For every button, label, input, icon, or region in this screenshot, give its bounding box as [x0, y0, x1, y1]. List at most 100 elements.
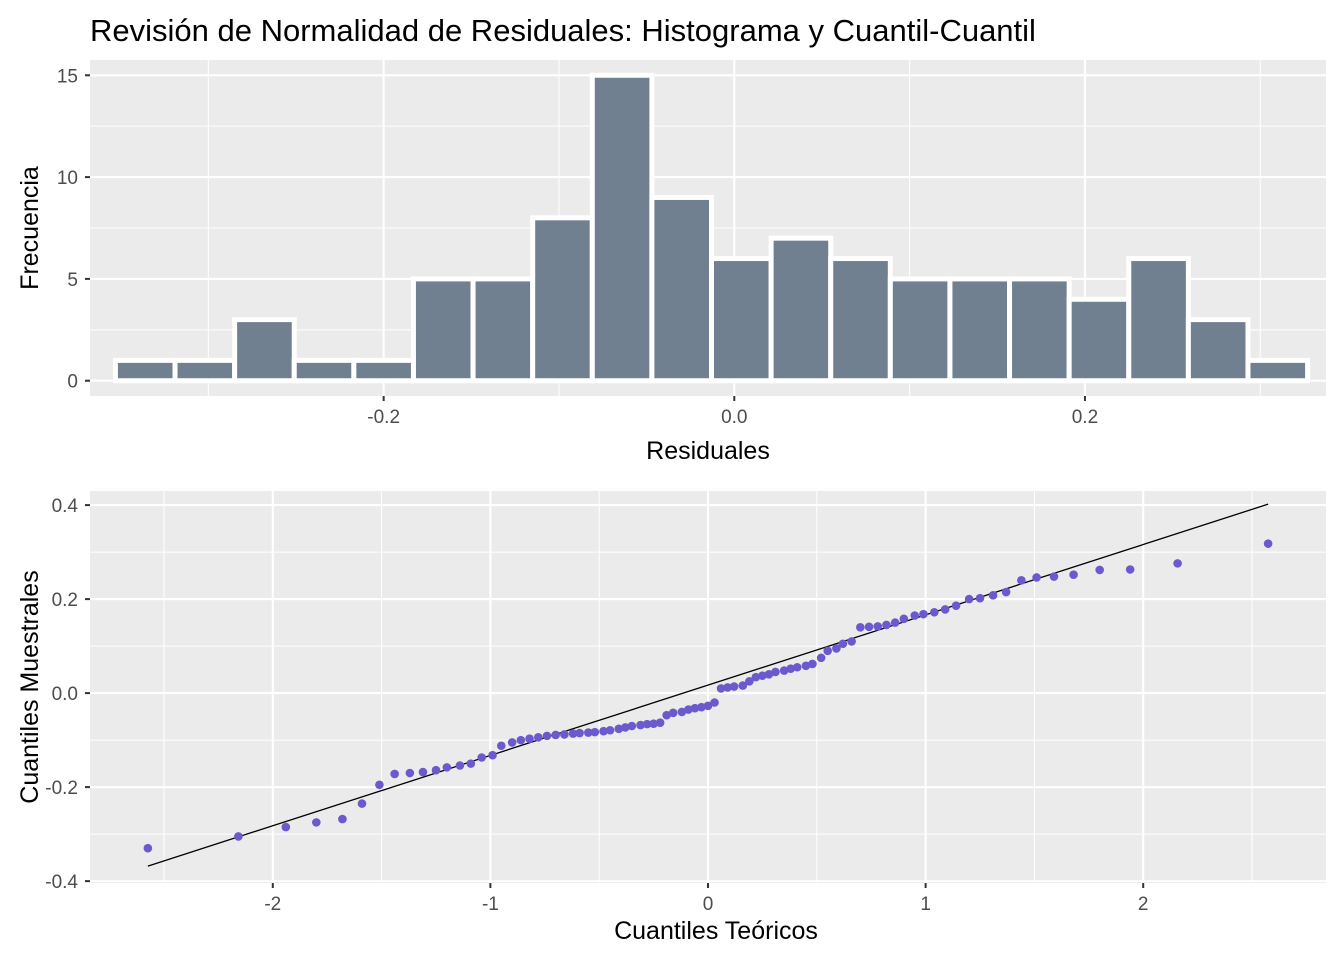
- y-tick-label: 0.2: [52, 590, 78, 611]
- qq-y-axis-title: Cuantiles Muestrales: [16, 570, 44, 803]
- y-tick-label: -0.2: [45, 778, 78, 799]
- qq-point: [890, 618, 900, 627]
- qq-point: [405, 768, 415, 778]
- x-tick-label: 1: [920, 894, 931, 915]
- qq-point: [1001, 587, 1011, 597]
- x-tick-label: 0.2: [1072, 407, 1098, 428]
- qq-y-axis: -0.4 -0.2 0.0 0.2 0.4: [45, 496, 90, 893]
- qq-point: [375, 780, 384, 790]
- qq-point: [1173, 559, 1182, 568]
- histogram-bar: [1007, 276, 1072, 384]
- x-tick-label: -0.2: [367, 407, 400, 428]
- histogram-bars: [112, 72, 1311, 384]
- qq-point: [899, 614, 909, 624]
- qq-point: [1069, 570, 1078, 579]
- qq-point: [988, 591, 998, 600]
- qq-point: [466, 759, 476, 768]
- qq-point: [771, 667, 780, 677]
- histogram-bar: [709, 256, 774, 384]
- qq-point: [614, 724, 624, 734]
- qq-point: [338, 814, 347, 824]
- qq-point: [560, 730, 569, 739]
- qq-point: [910, 611, 920, 620]
- histogram-bar: [1066, 296, 1132, 384]
- qq-point: [823, 646, 832, 656]
- qq-point: [716, 684, 726, 693]
- figure-title: Revisión de Normalidad de Residuales: Hi…: [90, 13, 1036, 48]
- qq-point: [1095, 565, 1104, 575]
- histogram-bar: [410, 276, 476, 384]
- histogram-bar: [1126, 256, 1191, 384]
- qq-point: [390, 769, 399, 779]
- histogram-y-axis: 0 5 10 15: [57, 66, 90, 393]
- qq-point: [1049, 572, 1059, 581]
- qq-point: [418, 767, 428, 777]
- qq-point: [542, 731, 552, 741]
- histogram-chart: 0 5 10 15 -0.2 0.0 0.2 Residuales Frecuencia: [16, 60, 1326, 465]
- qq-point: [281, 822, 291, 832]
- histogram-bar: [887, 276, 953, 384]
- qq-point: [751, 672, 761, 682]
- qq-grid: [90, 491, 1326, 883]
- y-tick-label: 15: [57, 66, 78, 87]
- qq-point: [729, 682, 739, 691]
- qq-point: [357, 799, 367, 808]
- qq-point: [919, 609, 928, 619]
- qq-point: [1263, 539, 1273, 548]
- qq-point: [838, 639, 848, 649]
- qq-point: [951, 601, 961, 610]
- qq-point: [703, 701, 713, 711]
- qq-point: [584, 728, 593, 737]
- qq-point: [621, 723, 630, 732]
- qq-point: [779, 666, 789, 675]
- x-tick-label: -1: [482, 894, 499, 915]
- histogram-bar: [291, 357, 357, 384]
- histogram-bar: [232, 317, 297, 384]
- x-tick-label: -2: [264, 894, 281, 915]
- qq-point: [738, 681, 748, 690]
- qq-point: [627, 721, 637, 731]
- qq-chart: -0.4 -0.2 0.0 0.2 0.4 -2 -1 0 1 2 Cuantiles Teór…: [16, 491, 1326, 945]
- qq-point: [533, 732, 543, 742]
- qq-point: [882, 620, 891, 630]
- qq-reference-line: [147, 503, 1269, 867]
- histogram-bar: [112, 357, 178, 384]
- qq-point: [964, 594, 974, 604]
- histogram-bar: [1185, 317, 1251, 384]
- qq-point: [507, 738, 517, 747]
- qq-point: [575, 728, 584, 738]
- qq-point: [605, 725, 615, 735]
- qq-point: [442, 763, 452, 772]
- qq-point: [455, 761, 465, 770]
- histogram-y-axis-title: Frecuencia: [16, 166, 44, 290]
- qq-point: [792, 662, 802, 672]
- qq-point: [832, 644, 841, 653]
- qq-point: [745, 677, 754, 686]
- qq-point: [764, 670, 774, 679]
- qq-point: [551, 730, 560, 740]
- histogram-bar: [1245, 357, 1311, 384]
- qq-point: [856, 623, 865, 632]
- qq-point: [723, 683, 732, 692]
- qq-point: [477, 753, 486, 762]
- x-tick-label: 0.0: [721, 407, 747, 428]
- qq-point: [668, 708, 678, 718]
- qq-point: [655, 718, 665, 728]
- qq-point: [873, 622, 883, 631]
- qq-point: [312, 818, 321, 827]
- qq-point: [488, 750, 497, 760]
- qq-point: [801, 661, 811, 671]
- histogram-bar: [530, 215, 595, 384]
- qq-point: [662, 710, 671, 720]
- qq-point: [816, 653, 826, 663]
- qq-point: [496, 741, 506, 751]
- qq-point: [677, 707, 687, 717]
- qq-point: [940, 605, 950, 614]
- qq-point: [143, 843, 153, 853]
- histogram-bar: [172, 357, 238, 384]
- qq-point: [516, 735, 526, 745]
- y-tick-label: 5: [67, 270, 78, 291]
- qq-x-axis: -2 -1 0 1 2: [264, 883, 1149, 915]
- y-tick-label: 0.0: [52, 684, 78, 705]
- histogram-bar: [649, 194, 715, 384]
